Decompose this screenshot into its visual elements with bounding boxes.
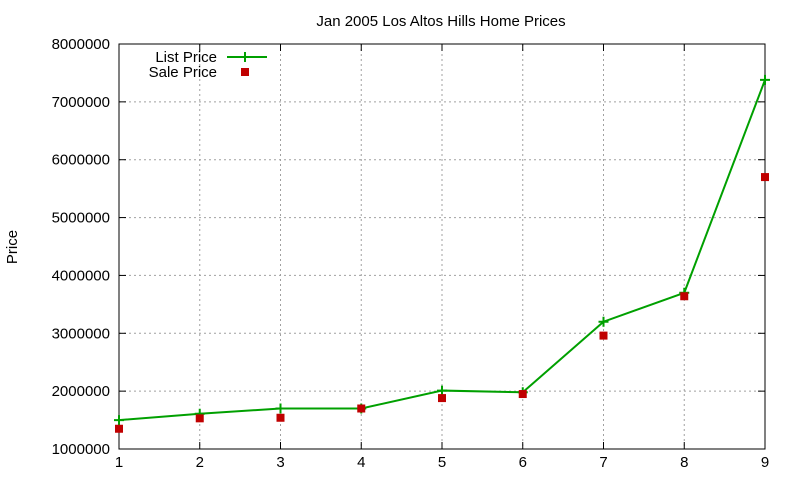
data-point bbox=[437, 385, 447, 396]
series-layer bbox=[114, 74, 770, 433]
y-tick-label: 8000000 bbox=[52, 36, 110, 53]
legend-marker bbox=[241, 68, 249, 76]
x-tick-label: 5 bbox=[438, 454, 446, 471]
y-tick-label: 4000000 bbox=[52, 267, 110, 284]
y-axis-label: Price bbox=[4, 230, 21, 264]
x-tick-label: 9 bbox=[761, 454, 769, 471]
x-tick-label: 4 bbox=[357, 454, 365, 471]
y-tick-label: 1000000 bbox=[52, 441, 110, 458]
y-tick-label: 2000000 bbox=[52, 383, 110, 400]
chart-title: Jan 2005 Los Altos Hills Home Prices bbox=[316, 13, 565, 30]
x-tick-label: 2 bbox=[196, 454, 204, 471]
data-point bbox=[599, 331, 608, 340]
y-tick-label: 5000000 bbox=[52, 210, 110, 227]
data-point bbox=[276, 413, 285, 422]
x-tick-label: 8 bbox=[680, 454, 688, 471]
y-tick-label: 6000000 bbox=[52, 152, 110, 169]
x-tick-label: 3 bbox=[276, 454, 284, 471]
data-point bbox=[195, 414, 204, 423]
data-point bbox=[761, 173, 769, 182]
data-point bbox=[438, 394, 446, 403]
data-point bbox=[518, 390, 527, 399]
data-point bbox=[680, 292, 689, 301]
data-point bbox=[114, 415, 124, 426]
x-tick-label: 1 bbox=[115, 454, 123, 471]
legend-marker bbox=[240, 52, 250, 62]
y-tick-label: 7000000 bbox=[52, 94, 110, 111]
data-point bbox=[275, 403, 286, 414]
legend-label: Sale Price bbox=[149, 64, 217, 81]
y-tick-label: 3000000 bbox=[52, 325, 110, 342]
series-sale-price bbox=[115, 173, 769, 433]
data-point bbox=[760, 74, 770, 85]
data-point bbox=[115, 424, 123, 433]
data-point bbox=[598, 316, 609, 327]
data-point bbox=[357, 404, 366, 413]
x-tick-label: 7 bbox=[599, 454, 607, 471]
axes: 1000000 2000000 3000000 4000000 5000000 60000… bbox=[52, 36, 770, 471]
legend-label: List Price bbox=[155, 49, 217, 66]
x-tick-label: 6 bbox=[519, 454, 527, 471]
